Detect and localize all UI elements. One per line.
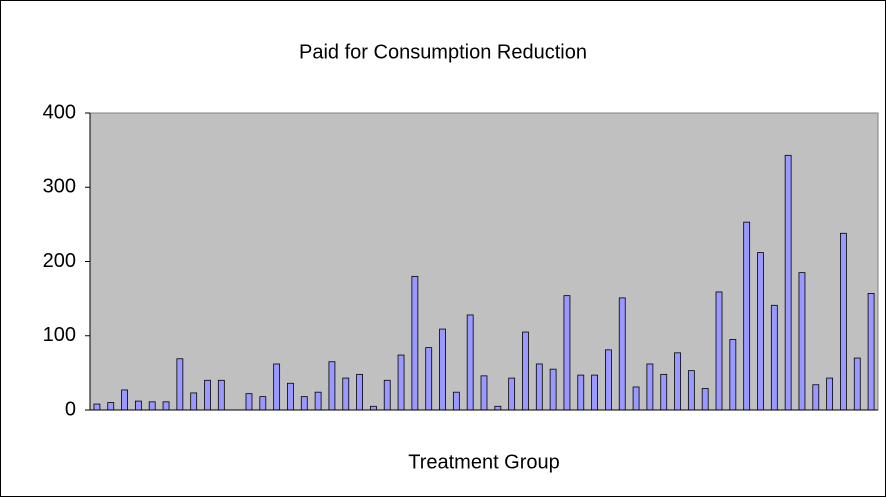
bar	[162, 401, 170, 411]
bar	[328, 361, 336, 411]
bar	[646, 363, 654, 411]
bar	[466, 314, 474, 411]
bar	[770, 304, 778, 411]
bar	[674, 352, 681, 411]
bar	[660, 373, 668, 411]
bar	[632, 386, 640, 411]
bar	[397, 354, 405, 411]
bar	[273, 363, 281, 411]
bar	[425, 347, 433, 411]
bar	[701, 388, 709, 411]
bar	[549, 368, 557, 411]
bar	[411, 275, 419, 411]
bar	[259, 396, 267, 411]
bar	[535, 363, 543, 411]
chart-title: Paid for Consumption Reduction	[299, 41, 587, 63]
bar	[107, 402, 115, 411]
bar	[494, 405, 502, 411]
bar	[715, 291, 723, 411]
bar	[176, 358, 184, 411]
bar	[522, 331, 529, 411]
x-axis-label: Treatment Group	[408, 451, 560, 473]
bar	[287, 382, 294, 411]
bar	[826, 377, 834, 411]
bar	[687, 370, 695, 411]
bar	[439, 328, 446, 411]
bar	[300, 396, 308, 411]
y-tick-label: 200	[43, 250, 76, 272]
y-tick-label: 400	[43, 101, 76, 123]
bar	[383, 379, 391, 411]
bar	[840, 232, 847, 411]
y-tick-label: 0	[65, 398, 76, 420]
bar	[729, 339, 737, 411]
bar	[757, 252, 764, 411]
bar	[452, 391, 460, 411]
bar	[577, 374, 585, 411]
bar	[245, 393, 253, 411]
bar	[784, 154, 792, 411]
bar	[204, 379, 211, 411]
bar	[563, 295, 571, 411]
bar	[853, 357, 861, 411]
bar	[121, 389, 128, 411]
bar	[217, 379, 225, 411]
bar	[314, 391, 322, 411]
bar	[342, 377, 350, 411]
y-tick-label: 300	[43, 176, 76, 198]
y-tick-label: 100	[43, 324, 76, 346]
bar	[148, 401, 156, 411]
bar	[605, 349, 612, 411]
bar	[370, 405, 377, 411]
bar	[867, 293, 875, 411]
bar	[508, 377, 516, 411]
bar	[812, 384, 820, 411]
bar	[591, 374, 598, 411]
bar	[618, 297, 626, 411]
bar	[798, 272, 806, 411]
bar	[356, 373, 363, 411]
bar	[480, 375, 488, 411]
bar	[190, 392, 198, 411]
bar	[134, 400, 142, 411]
bar	[93, 403, 101, 411]
bar	[743, 221, 751, 411]
